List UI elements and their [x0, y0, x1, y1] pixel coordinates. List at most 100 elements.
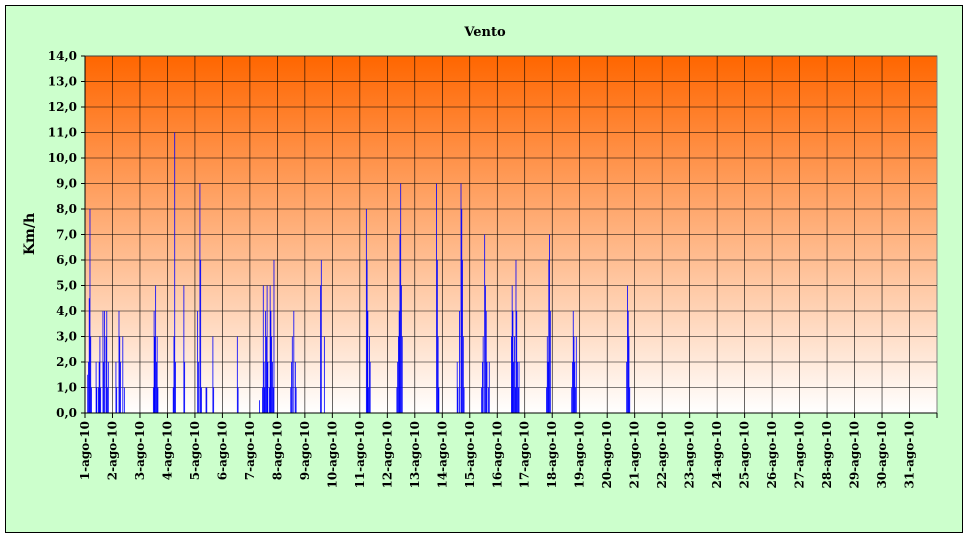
x-tick-label: 30-ago-10	[875, 421, 889, 489]
wind-bar	[237, 387, 239, 413]
wind-bar	[294, 362, 296, 413]
wind-bar	[517, 362, 518, 413]
wind-bar	[264, 387, 266, 413]
wind-bar	[518, 362, 520, 413]
wind-bar	[482, 336, 484, 413]
wind-bar	[512, 311, 514, 413]
wind-bar	[107, 362, 109, 413]
wind-bar	[105, 336, 107, 413]
x-tick-label: 4-ago-10	[160, 421, 174, 480]
wind-bar	[365, 209, 367, 413]
wind-bar	[271, 336, 273, 413]
x-tick-label: 2-ago-10	[105, 421, 119, 480]
x-tick-label: 17-ago-10	[518, 421, 532, 489]
x-tick-label: 21-ago-10	[628, 421, 642, 489]
wind-bar	[484, 234, 486, 413]
x-tick-label: 29-ago-10	[848, 421, 862, 489]
wind-bar	[573, 336, 575, 413]
wind-bar	[627, 311, 629, 413]
x-tick-label: 24-ago-10	[710, 421, 724, 489]
wind-bar	[89, 209, 91, 413]
wind-bar	[481, 387, 483, 413]
y-tick-label: 0,0	[56, 406, 77, 420]
x-tick-label: 22-ago-10	[655, 421, 669, 489]
wind-bar	[398, 311, 400, 413]
wind-bar	[575, 336, 577, 413]
wind-bar	[517, 387, 519, 413]
wind-bar	[320, 260, 322, 413]
x-tick-label: 8-ago-10	[270, 421, 284, 480]
wind-bar	[572, 311, 574, 413]
wind-bar	[459, 311, 460, 413]
wind-bar	[213, 387, 215, 413]
wind-bar	[457, 387, 459, 413]
wind-bar	[116, 387, 118, 413]
x-tick-label: 19-ago-10	[573, 421, 587, 489]
wind-bar	[272, 362, 273, 413]
wind-bar	[172, 387, 174, 413]
wind-bar	[265, 311, 266, 413]
wind-bar	[118, 311, 120, 413]
x-tick-label: 31-ago-10	[903, 421, 917, 489]
wind-bar	[183, 285, 185, 413]
wind-bar	[200, 260, 202, 413]
x-tick-label: 18-ago-10	[545, 421, 559, 489]
wind-bar	[206, 387, 208, 413]
wind-bar	[106, 311, 108, 413]
x-tick-label: 23-ago-10	[683, 421, 697, 489]
y-tick-label: 1,0	[56, 381, 77, 395]
wind-bar	[575, 387, 576, 413]
wind-bar	[236, 336, 238, 413]
wind-bar	[488, 387, 489, 413]
wind-bar	[175, 362, 176, 413]
wind-bar	[115, 362, 117, 413]
wind-bar	[197, 362, 199, 413]
wind-bar	[95, 362, 97, 413]
wind-bar	[96, 387, 98, 413]
wind-bar	[396, 387, 398, 413]
wind-bar	[546, 336, 548, 413]
x-tick-label: 14-ago-10	[435, 421, 449, 489]
chart-title: Vento	[463, 25, 506, 40]
y-tick-label: 6,0	[56, 253, 77, 267]
wind-bar	[436, 260, 438, 413]
bars	[87, 132, 631, 413]
wind-bar	[438, 387, 440, 413]
wind-bar	[266, 285, 268, 413]
wind-bar	[156, 362, 157, 413]
y-tick-label: 2,0	[56, 355, 77, 369]
wind-bar	[156, 336, 158, 413]
x-tick-label: 26-ago-10	[765, 421, 779, 489]
wind-bar	[628, 336, 630, 413]
wind-bar	[174, 132, 176, 413]
y-tick-label: 11,0	[48, 126, 77, 140]
wind-bar	[398, 336, 399, 413]
wind-bar	[259, 400, 260, 413]
wind-bar	[401, 285, 402, 413]
y-tick-label: 4,0	[56, 304, 77, 318]
wind-bar	[205, 387, 207, 413]
x-tick-label: 15-ago-10	[463, 421, 477, 489]
wind-bar	[90, 336, 92, 413]
wind-bar	[460, 183, 462, 413]
wind-bar	[369, 336, 370, 413]
wind-bar	[514, 387, 516, 413]
wind-bar	[437, 336, 439, 413]
wind-bar	[152, 387, 154, 413]
wind-bar	[87, 374, 89, 413]
y-axis-label: Km/h	[22, 213, 38, 255]
wind-bar	[549, 234, 550, 413]
wind-bar	[574, 362, 576, 413]
wind-bar	[119, 336, 121, 413]
x-tick-label: 3-ago-10	[133, 421, 147, 480]
wind-bar	[481, 362, 483, 413]
wind-bar	[367, 311, 369, 413]
wind-bar	[102, 311, 104, 413]
wind-bar	[104, 311, 105, 413]
wind-bar	[548, 260, 550, 413]
wind-bar	[547, 362, 549, 413]
wind-bar	[272, 387, 274, 413]
wind-bar	[626, 362, 628, 413]
wind-bar	[572, 362, 573, 413]
wind-bar	[462, 260, 463, 413]
